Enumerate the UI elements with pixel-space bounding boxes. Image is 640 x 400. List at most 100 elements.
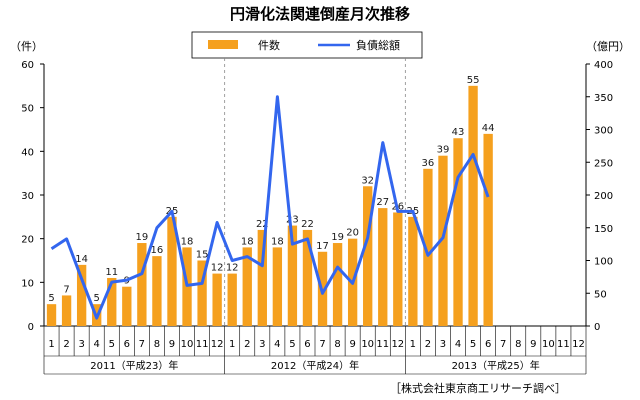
left-tick-label: 10 xyxy=(21,278,34,289)
count-bar xyxy=(212,273,222,326)
month-label: 4 xyxy=(94,339,100,350)
count-bar xyxy=(363,186,373,326)
count-bar xyxy=(197,260,207,326)
count-bar xyxy=(483,133,493,326)
month-label: 9 xyxy=(349,339,355,350)
month-label: 5 xyxy=(470,339,476,350)
count-bar-label: 55 xyxy=(467,75,480,86)
count-bar xyxy=(468,85,478,326)
right-tick-label: 200 xyxy=(594,191,613,202)
month-label: 3 xyxy=(78,339,84,350)
legend-line-label: 負債総額 xyxy=(356,38,400,52)
month-label: 11 xyxy=(196,339,209,350)
count-bar xyxy=(46,304,57,326)
month-label: 5 xyxy=(109,339,115,350)
count-bar-label: 12 xyxy=(211,263,224,274)
left-tick-label: 20 xyxy=(21,235,34,246)
count-bar-label: 23 xyxy=(286,215,299,226)
count-bar-label: 17 xyxy=(316,241,329,252)
count-bar xyxy=(137,243,147,326)
month-label: 11 xyxy=(557,339,570,350)
count-bar-label: 39 xyxy=(437,145,450,156)
left-tick-label: 30 xyxy=(21,191,34,202)
month-label: 6 xyxy=(124,339,130,350)
count-bar-label: 5 xyxy=(94,293,100,304)
month-label: 2 xyxy=(63,339,69,350)
count-bar-label: 32 xyxy=(361,175,374,186)
count-bar xyxy=(122,286,132,326)
count-bar-label: 7 xyxy=(63,284,69,295)
year-label: 2012（平成24）年 xyxy=(271,359,359,372)
month-label: 3 xyxy=(440,339,446,350)
count-bar xyxy=(167,216,177,326)
month-label: 10 xyxy=(542,339,555,350)
count-bar xyxy=(257,229,267,326)
month-label: 5 xyxy=(289,339,295,350)
count-bar-label: 12 xyxy=(226,263,239,274)
left-tick-label: 40 xyxy=(21,147,34,158)
right-tick-label: 0 xyxy=(594,322,600,333)
month-label: 1 xyxy=(48,339,54,350)
left-axis-unit: （件） xyxy=(10,40,43,53)
count-bar xyxy=(76,264,87,326)
left-tick-label: 0 xyxy=(28,322,34,333)
debt-line xyxy=(50,95,490,320)
month-label: 6 xyxy=(304,339,310,350)
count-bar-label: 5 xyxy=(48,293,54,304)
month-label: 10 xyxy=(181,339,194,350)
month-label: 12 xyxy=(211,339,224,350)
month-label: 8 xyxy=(334,339,340,350)
month-label: 10 xyxy=(361,339,374,350)
left-tick-label: 60 xyxy=(21,60,34,71)
month-label: 3 xyxy=(259,339,265,350)
month-label: 9 xyxy=(530,339,536,350)
month-label: 2 xyxy=(244,339,250,350)
month-label: 4 xyxy=(274,339,280,350)
count-bar xyxy=(302,229,313,326)
count-bar-label: 19 xyxy=(135,232,148,243)
right-tick-label: 250 xyxy=(594,158,613,169)
right-tick-label: 100 xyxy=(594,257,613,268)
count-bar xyxy=(378,208,388,326)
month-label: 1 xyxy=(410,339,416,350)
count-bar-label: 22 xyxy=(301,219,314,230)
count-bar-label: 36 xyxy=(422,158,435,169)
count-bar-label: 16 xyxy=(151,245,164,256)
legend-bar-swatch xyxy=(208,40,238,49)
count-bar xyxy=(423,168,433,326)
month-label: 11 xyxy=(376,339,389,350)
year-label: 2013（平成25）年 xyxy=(452,359,540,372)
month-label: 12 xyxy=(391,339,404,350)
count-bar-label: 27 xyxy=(376,197,389,208)
month-label: 9 xyxy=(169,339,175,350)
count-bar xyxy=(438,155,448,326)
right-tick-label: 50 xyxy=(594,289,607,300)
month-label: 7 xyxy=(319,339,325,350)
source-credit: ［株式会社東京商工リサーチ調べ］ xyxy=(390,381,566,395)
month-label: 1 xyxy=(229,339,235,350)
count-bar xyxy=(242,247,252,326)
count-bar-label: 19 xyxy=(331,232,344,243)
count-bar xyxy=(453,138,463,326)
count-bar xyxy=(393,212,403,326)
count-bar-label: 43 xyxy=(452,127,465,138)
count-bar-label: 44 xyxy=(482,123,495,134)
month-label: 2 xyxy=(425,339,431,350)
month-label: 8 xyxy=(154,339,160,350)
count-bar-label: 22 xyxy=(256,219,269,230)
count-bar xyxy=(332,243,343,326)
count-bar-label: 14 xyxy=(75,254,88,265)
right-tick-label: 150 xyxy=(594,224,613,235)
chart-title: 円滑化法関連倒産月次推移 xyxy=(230,5,410,23)
year-label: 2011（平成23）年 xyxy=(90,359,178,372)
count-bar xyxy=(287,225,298,326)
count-bar-label: 18 xyxy=(241,236,254,247)
count-bar-label: 20 xyxy=(346,228,359,239)
right-tick-label: 400 xyxy=(594,60,613,71)
legend-bar-label: 件数 xyxy=(258,39,280,52)
legend: 件数 負債総額 xyxy=(191,31,423,59)
month-label: 4 xyxy=(455,339,461,350)
month-label: 7 xyxy=(139,339,145,350)
count-bar xyxy=(272,247,283,326)
